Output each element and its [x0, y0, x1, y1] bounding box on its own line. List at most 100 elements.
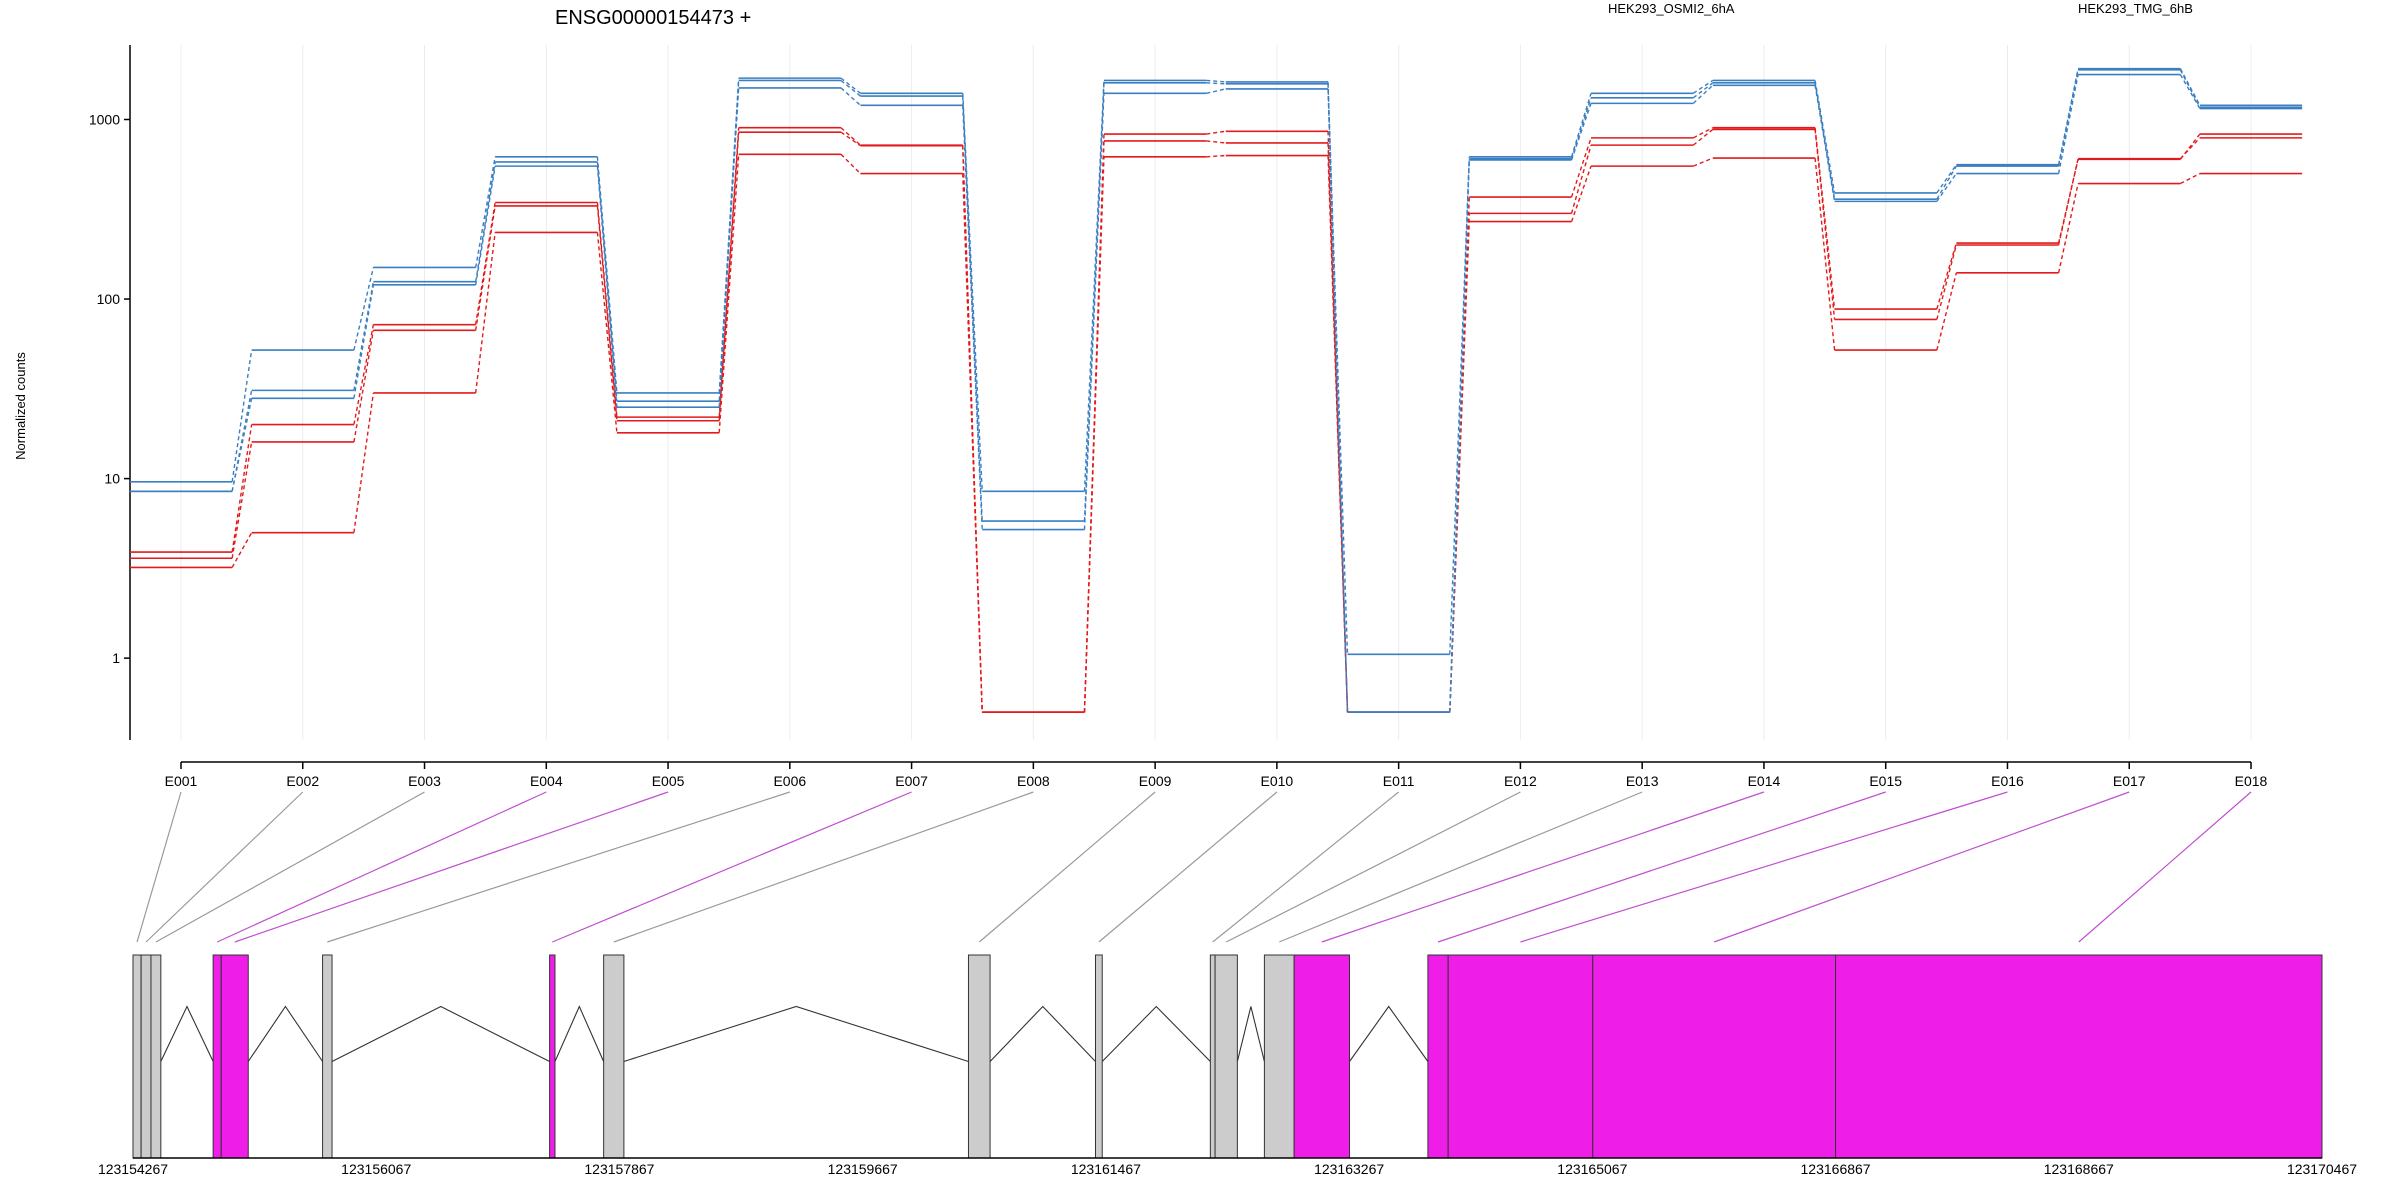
x-tick-label: E001	[165, 773, 198, 789]
genomic-tick-label: 123159667	[828, 1161, 898, 1177]
series-connector	[2057, 158, 2079, 246]
series-connector	[2179, 74, 2201, 109]
series-connector	[1449, 159, 1470, 713]
x-tick-label: E004	[530, 773, 563, 789]
series-4	[129, 69, 2303, 713]
series-1	[129, 128, 2303, 713]
exon-box-E016	[1447, 954, 1594, 1159]
exon-box-E007	[549, 954, 556, 1159]
x-tick-label: E017	[2113, 773, 2146, 789]
series-connector	[1814, 129, 1836, 320]
connector-E007	[552, 791, 912, 943]
series-connector	[474, 232, 496, 394]
exon-box-E005	[220, 954, 249, 1159]
series-2	[129, 153, 2303, 713]
series-connector	[2179, 68, 2201, 106]
series-connector	[1327, 81, 1349, 655]
legend-label-osmi2: HEK293_OSMI2_6hA	[1608, 1, 1735, 16]
exon-box-E015	[1427, 954, 1449, 1159]
series-connector	[231, 398, 253, 492]
genomic-tick-label: 123161467	[1071, 1161, 1141, 1177]
series-connector	[1449, 156, 1470, 655]
intron-line	[554, 1005, 605, 1062]
series-connector	[1083, 93, 1105, 530]
series-connector	[474, 161, 496, 282]
series-connector	[1570, 137, 1592, 198]
series-connector	[596, 205, 618, 421]
y-tick-label: 10	[104, 471, 120, 487]
series-connector	[1449, 221, 1470, 713]
series-connector	[2057, 69, 2079, 167]
series-connector	[718, 87, 740, 408]
exon-box-E009	[967, 954, 991, 1159]
series-connector	[1570, 97, 1592, 159]
intron-line	[331, 1005, 550, 1062]
legend-label-tmg: HEK293_TMG_6hB	[2078, 1, 2193, 16]
series-connector	[596, 232, 618, 433]
series-connector	[474, 156, 496, 268]
series-connector	[1814, 80, 1836, 194]
x-tick-label: E012	[1504, 773, 1537, 789]
series-connector	[718, 154, 740, 433]
series-connector	[1692, 84, 1714, 104]
connector-E017	[1713, 791, 2130, 943]
series-connector	[2179, 137, 2201, 160]
exon-box-E001	[132, 954, 142, 1159]
series-lines	[129, 67, 2303, 713]
series-connector	[1206, 130, 1226, 135]
connector-E006	[327, 791, 791, 943]
series-connector	[1814, 85, 1836, 202]
series-connector	[2179, 69, 2201, 108]
x-tick-label: E003	[408, 773, 441, 789]
series-connector	[231, 349, 253, 482]
series-connector	[718, 80, 740, 402]
connector-E013	[1279, 791, 1643, 943]
connector-E005	[234, 791, 669, 943]
connector-E008	[613, 791, 1034, 943]
genomic-tick-label: 123168667	[2044, 1161, 2114, 1177]
series-0	[129, 126, 2303, 713]
x-tick-label: E011	[1383, 773, 1415, 789]
intron-line	[1101, 1005, 1211, 1062]
intron-line	[623, 1005, 969, 1063]
x-tick-label: E018	[2235, 773, 2268, 789]
series-connector	[1570, 103, 1592, 161]
genomic-tick-label: 123165067	[1557, 1161, 1627, 1177]
series-connector	[840, 127, 861, 146]
series-connector	[1692, 128, 1714, 146]
intron-line	[160, 1005, 214, 1062]
connector-E009	[978, 791, 1156, 943]
intron-line	[1236, 1006, 1265, 1062]
exon-box-E008	[603, 954, 625, 1159]
series-connector	[2057, 183, 2079, 273]
exon-box-E002	[140, 954, 152, 1159]
series-connector	[840, 79, 861, 97]
series-connector	[1936, 173, 1957, 202]
series-connector	[2179, 133, 2201, 160]
series-connector	[718, 132, 740, 421]
series-connector	[596, 166, 618, 408]
exon-box-E004	[212, 954, 222, 1159]
series-connector	[962, 105, 983, 530]
series-connector	[1814, 127, 1836, 310]
connector-E014	[1321, 791, 1765, 943]
series-connector	[840, 77, 861, 94]
series-connector	[1206, 82, 1226, 85]
series-connector	[1327, 88, 1349, 713]
exon-axis: E001 E002 E003 E004 E005 E006 E007 E008 E009 E010…	[165, 761, 2268, 789]
exon-connectors	[136, 791, 2252, 943]
intron-line	[247, 1005, 324, 1062]
connector-E016	[1520, 791, 2008, 943]
series-connector	[1936, 272, 1958, 351]
x-tick-label: E002	[286, 773, 319, 789]
connector-E011	[1212, 791, 1400, 943]
series-connector	[596, 202, 618, 418]
x-tick-label: E008	[1017, 773, 1050, 789]
series-connector	[1936, 165, 1957, 200]
series-connector	[962, 173, 983, 713]
series-connector	[353, 284, 375, 399]
x-tick-label: E005	[652, 773, 685, 789]
genomic-tick-label: 123166867	[1801, 1161, 1871, 1177]
x-tick-label: E006	[773, 773, 806, 789]
intron-line	[1349, 1005, 1429, 1062]
